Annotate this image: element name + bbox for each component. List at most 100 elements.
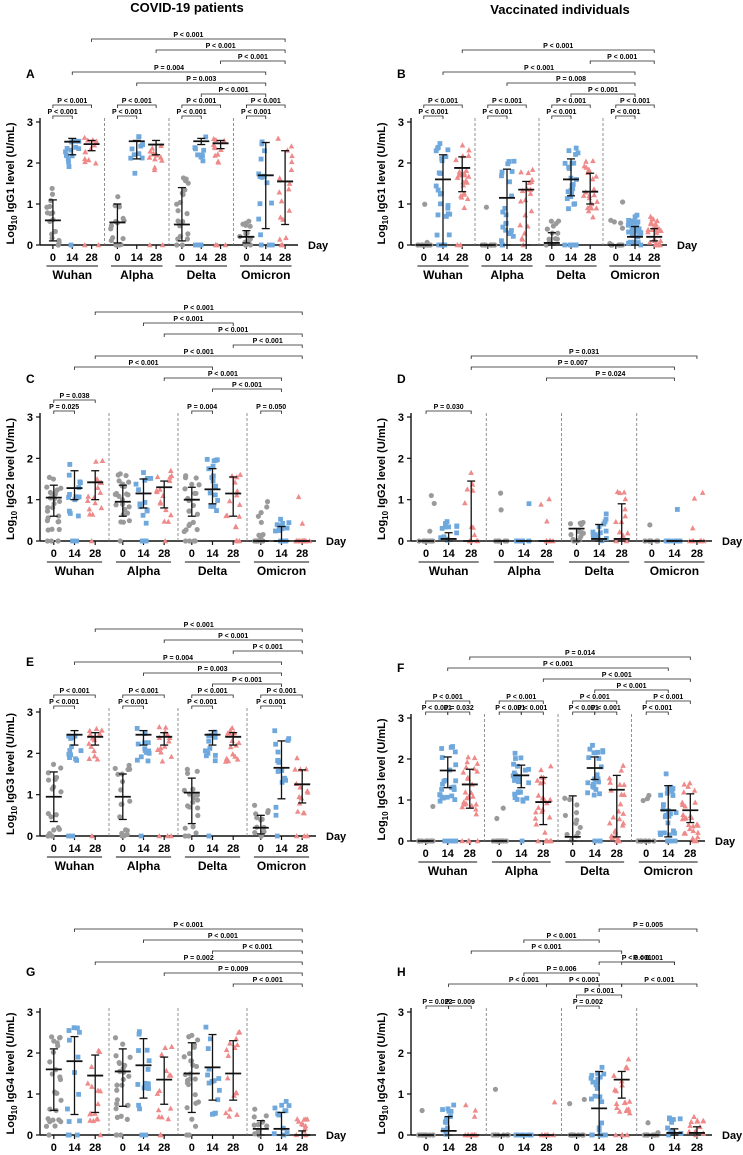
- data-point: [49, 185, 55, 192]
- data-point: [66, 159, 71, 165]
- data-point: [113, 1106, 119, 1112]
- data-point: [154, 1090, 161, 1096]
- p-value-label: P < 0.001: [187, 699, 217, 706]
- data-point: [95, 484, 101, 491]
- data-point: [513, 756, 518, 761]
- data-point: [114, 1132, 120, 1138]
- y-axis-label: Log10 IgG4 level (U/mL): [376, 1012, 390, 1134]
- data-point: [90, 1117, 97, 1124]
- data-point: [586, 166, 592, 172]
- data-point: [547, 763, 554, 769]
- data-point: [596, 779, 601, 785]
- significance-bracket: [523, 972, 600, 976]
- data-point: [681, 781, 688, 787]
- p-value-label: P < 0.001: [588, 87, 618, 94]
- data-point: [509, 193, 514, 199]
- data-point: [69, 153, 75, 159]
- data-point: [645, 226, 651, 232]
- data-point: [446, 838, 452, 844]
- data-point: [273, 528, 278, 534]
- x-tick-label: 0: [51, 548, 57, 560]
- x-tick-label: 0: [258, 548, 264, 560]
- significance-bracket: [53, 694, 96, 698]
- data-point: [535, 838, 541, 844]
- data-point: [503, 227, 509, 233]
- day-label: Day: [308, 240, 329, 252]
- x-tick-label: 14: [206, 843, 219, 855]
- data-point: [620, 810, 627, 816]
- x-tick-label: 14: [629, 252, 642, 264]
- data-point: [223, 1046, 230, 1053]
- data-point: [193, 146, 198, 152]
- p-value-label: P < 0.001: [428, 98, 458, 105]
- data-point: [66, 164, 72, 170]
- group-label-wuhan: Wuhan: [429, 564, 469, 578]
- data-point: [691, 787, 698, 793]
- data-point: [165, 518, 172, 524]
- p-value-label: P = 0.007: [558, 360, 588, 367]
- data-point: [75, 513, 81, 519]
- data-point: [269, 200, 274, 206]
- data-point: [198, 242, 204, 248]
- panel-d: D 0 1 2 3 Log10 IgG2 level (U/mL) Day 0 14 28 Wuha…: [376, 349, 743, 578]
- data-point: [190, 1062, 196, 1068]
- x-tick-label: 0: [189, 1142, 195, 1154]
- data-point: [88, 743, 94, 749]
- data-point: [156, 1087, 163, 1094]
- data-point: [449, 838, 454, 844]
- y-tick-label: 3: [27, 412, 33, 424]
- data-point: [194, 511, 201, 517]
- data-point: [186, 522, 192, 529]
- significance-bracket: [598, 961, 675, 965]
- data-point: [82, 242, 88, 248]
- data-point: [498, 507, 504, 513]
- group-label-wuhan: Wuhan: [55, 564, 95, 578]
- p-value-label: P < 0.001: [584, 988, 614, 995]
- data-point: [440, 781, 445, 787]
- p-value-label: P < 0.001: [206, 43, 236, 50]
- data-point: [225, 1052, 232, 1058]
- data-point: [645, 229, 651, 235]
- data-point: [264, 504, 270, 510]
- data-point: [591, 186, 597, 192]
- data-point: [573, 810, 580, 816]
- data-point: [472, 1107, 479, 1113]
- data-point: [635, 838, 641, 844]
- y-tick-label: 2: [398, 453, 404, 465]
- data-point: [200, 158, 206, 164]
- data-point: [451, 787, 457, 792]
- data-point: [629, 227, 635, 232]
- significance-bracket: [442, 71, 636, 75]
- data-point: [672, 830, 677, 836]
- p-value-label: P < 0.001: [238, 54, 268, 61]
- data-point: [99, 457, 106, 463]
- data-point: [630, 230, 636, 236]
- data-point: [302, 1125, 309, 1131]
- data-point: [619, 822, 626, 828]
- data-point: [138, 143, 144, 149]
- data-point: [49, 191, 56, 197]
- data-point: [436, 242, 442, 248]
- data-point: [700, 1118, 707, 1124]
- data-point: [76, 146, 82, 152]
- group-label-alpha: Alpha: [127, 859, 161, 873]
- data-point: [65, 1106, 70, 1112]
- data-point: [500, 242, 505, 248]
- data-point: [159, 157, 165, 163]
- data-point: [74, 758, 80, 763]
- data-point: [665, 1125, 670, 1131]
- significance-bracket: [425, 700, 471, 704]
- data-point: [214, 508, 219, 514]
- data-point: [419, 1107, 425, 1114]
- data-point: [66, 751, 72, 757]
- data-point: [630, 233, 636, 238]
- data-point: [277, 236, 283, 242]
- data-point: [574, 802, 580, 808]
- significance-bracket: [470, 366, 675, 370]
- significance-bracket: [212, 683, 282, 687]
- data-point: [70, 538, 75, 544]
- data-point: [620, 762, 626, 768]
- data-point: [119, 801, 125, 807]
- data-point: [132, 170, 138, 176]
- data-point: [283, 1108, 289, 1114]
